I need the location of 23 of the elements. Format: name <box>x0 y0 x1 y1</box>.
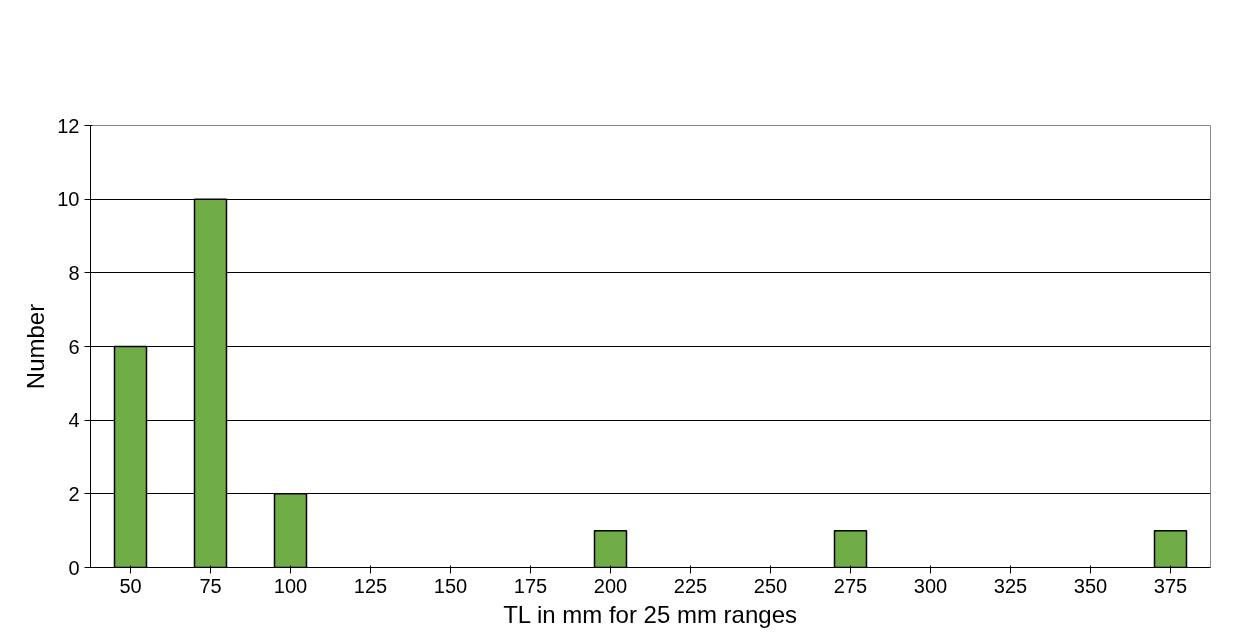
y-tick-label: 10 <box>57 188 80 211</box>
y-tick-label: 0 <box>68 556 80 579</box>
x-tick-label: 350 <box>1073 574 1108 597</box>
x-tick-label: 50 <box>119 574 142 597</box>
x-tick-label: 100 <box>273 574 308 597</box>
x-tick-label: 75 <box>199 574 222 597</box>
y-tick-label: 12 <box>57 114 80 137</box>
y-tick-label: 4 <box>68 409 80 432</box>
x-tick-label: 375 <box>1153 574 1188 597</box>
x-tick-label: 150 <box>433 574 468 597</box>
x-tick-label: 250 <box>753 574 788 597</box>
y-axis-title: Number <box>22 303 50 390</box>
x-tick-label: 200 <box>593 574 628 597</box>
x-tick-label: 175 <box>513 574 548 597</box>
x-tick-label: 275 <box>833 574 868 597</box>
y-tick-label: 2 <box>68 482 80 505</box>
x-tick-label: 125 <box>353 574 388 597</box>
x-tick-label: 300 <box>913 574 948 597</box>
y-tick-label: 6 <box>68 335 80 358</box>
x-tick-label: 225 <box>673 574 708 597</box>
x-tick-label: 325 <box>993 574 1028 597</box>
y-tick-label: 8 <box>68 261 80 284</box>
x-axis-title: TL in mm for 25 mm ranges <box>503 600 797 628</box>
